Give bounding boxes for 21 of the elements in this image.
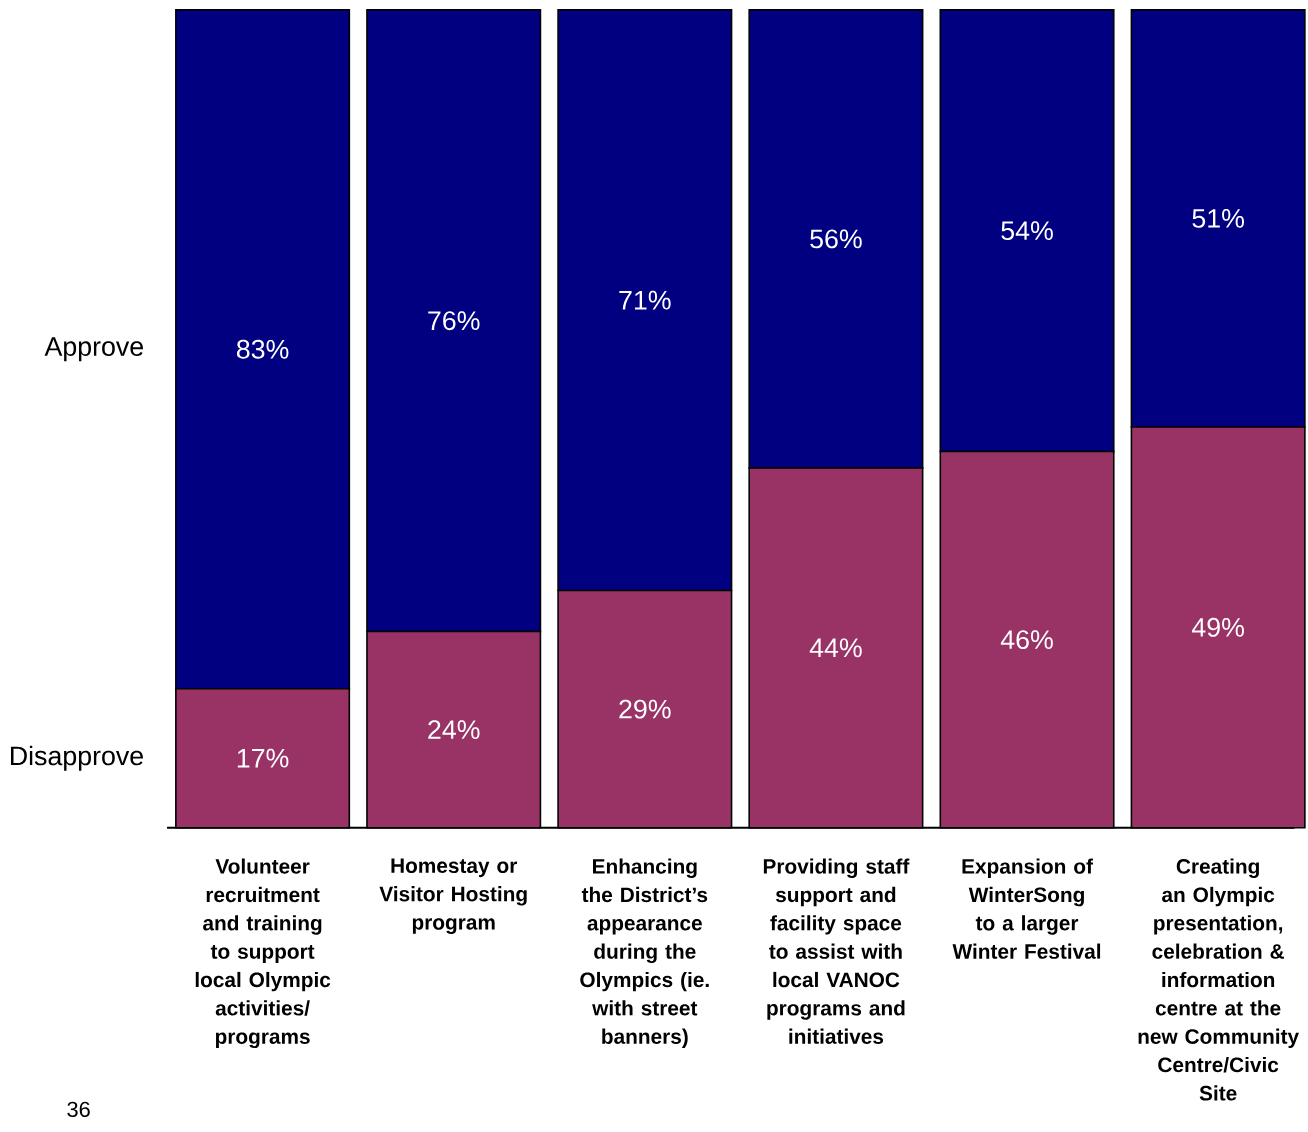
text: 36	[67, 1101, 90, 1118]
data-label: 24%	[428, 720, 480, 739]
category-label: Creating an Olympic presentation, celebration & information centre at the new Community Centre/Civic Site	[1138, 858, 1299, 1101]
data-label: 46%	[1000, 630, 1053, 650]
data-label: 29%	[619, 699, 671, 719]
series-label: Approve	[44, 337, 143, 362]
x-tick-label: Volunteer recruitment and training to support local Olympic activities/ programs	[195, 858, 331, 1049]
x-tick-label: Homestay or Visitor Hosting program	[379, 858, 527, 934]
data-label: 76%	[428, 311, 480, 331]
data-label: 17%	[237, 748, 289, 768]
data-label: 54%	[1001, 221, 1053, 241]
data-label: 49%	[1191, 617, 1244, 637]
x-tick-label: Providing staff support and facility space to assist with local VANOC programs and initiatives	[763, 858, 910, 1044]
x-tick-label: Expansion of WinterSong to a larger Winter Festival	[952, 858, 1101, 959]
data-label: 71%	[619, 290, 671, 310]
x-tick-label: Enhancing the District’s appearance during the Olympics (ie. with street banners)	[580, 858, 709, 1048]
data-label: 56%	[810, 229, 862, 249]
data-label: 83%	[236, 339, 289, 359]
series-label: Disapprove	[11, 745, 143, 771]
data-label: 44%	[809, 638, 862, 658]
data-label: 51%	[1192, 209, 1244, 228]
